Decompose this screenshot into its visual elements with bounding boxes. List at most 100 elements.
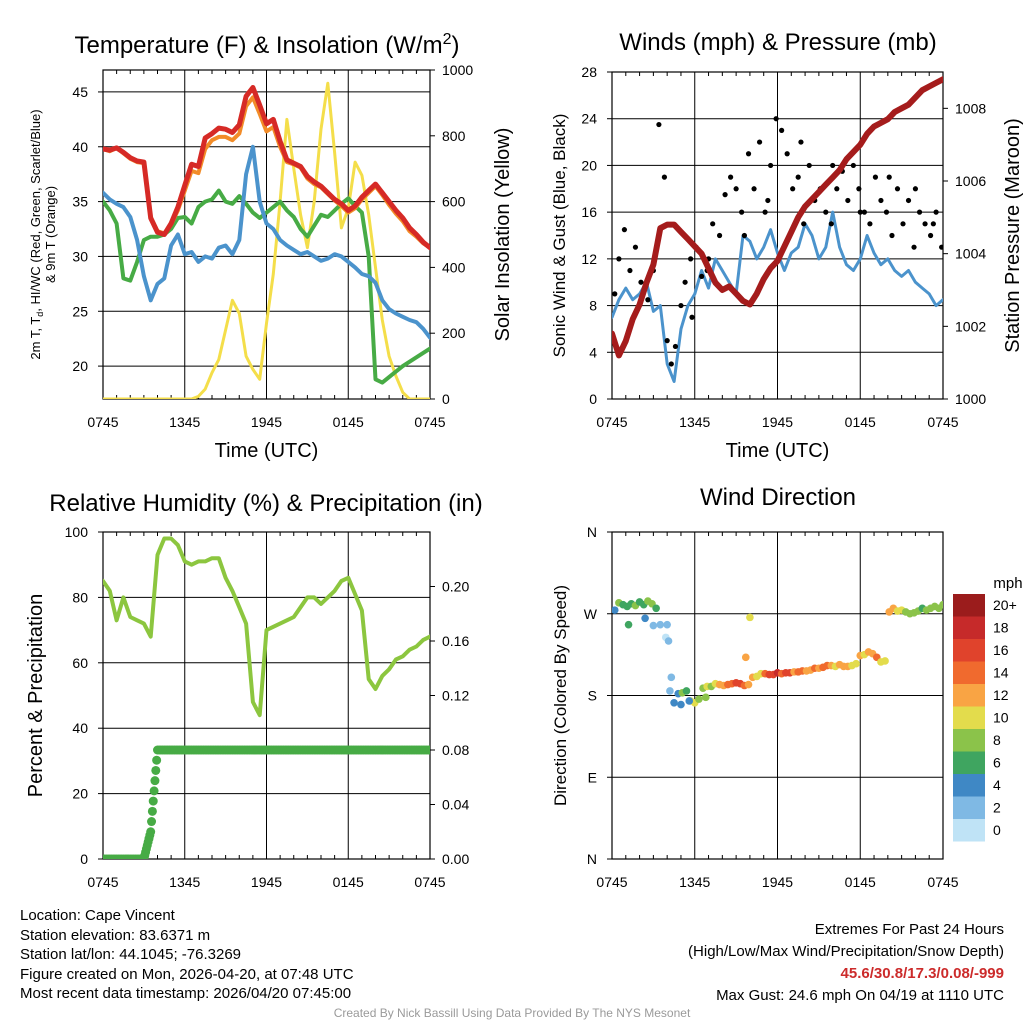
gust-point	[784, 151, 790, 157]
direction-point	[612, 606, 619, 614]
winds-xtick-label: 0145	[845, 414, 876, 430]
humidity-xtick-label: 1945	[251, 874, 282, 890]
gust-point	[773, 116, 779, 122]
precipitation-point	[146, 827, 156, 837]
gust-point	[911, 244, 917, 250]
gust-point	[830, 162, 836, 169]
temperature-y2label: Solar Insolation (Yellow)	[492, 128, 514, 342]
humidity-xtick-label: 0745	[414, 874, 445, 890]
gust-point	[798, 139, 804, 145]
gust-point	[756, 139, 763, 145]
direction-xtick-label: 1945	[762, 874, 793, 890]
winds-y2tick-label: 1008	[955, 100, 986, 116]
colorbar-label: 2	[993, 800, 1001, 816]
winds-frame	[611, 71, 944, 400]
temperature-y2tick-label: 200	[442, 325, 466, 341]
humidity-y2tick-label: 0.12	[442, 688, 469, 704]
humidity-minor-ticks	[116, 532, 417, 859]
humidity-title: Relative Humidity (%) & Precipitation (i…	[49, 490, 482, 517]
temperature-chart: 0745 1345 1945 0145 0745 20 25 30 35 40 45 0 200 400 6…	[28, 31, 514, 462]
gust-point	[845, 197, 851, 204]
temperature-frame	[102, 69, 431, 400]
station-info: Location: Cape Vincent Station elevation…	[20, 906, 354, 1004]
direction-ylabel: Direction (Colored By Speed)	[551, 585, 570, 806]
direction-point	[881, 657, 889, 665]
gust-point	[801, 221, 807, 227]
humidity-y2tick-label: 0.00	[442, 851, 469, 867]
colorbar-swatch	[953, 774, 985, 797]
extremes-values: 45.6/30.8/17.3/0.08/-999	[840, 965, 1004, 982]
direction-title: Wind Direction	[700, 484, 856, 511]
direction-point	[682, 687, 691, 695]
gust-point	[768, 162, 774, 169]
colorbar-label: 12	[993, 687, 1009, 703]
direction-point	[852, 659, 860, 668]
winds-chart: 0745 1345 1945 0145 0745 0 4 8 12 16 20 24 28 1000 100…	[550, 29, 1024, 462]
direction-point	[741, 653, 750, 662]
winds-ytick-label: 16	[581, 204, 597, 220]
humidity-ytick-label: 0	[80, 851, 88, 867]
temperature-y2tick-label: 0	[442, 391, 450, 407]
colorbar-label: 4	[993, 777, 1001, 793]
gust-point	[834, 186, 840, 192]
gust-point	[661, 174, 668, 180]
gust-point	[739, 209, 745, 215]
2m-td-line	[103, 188, 430, 385]
gust-point	[883, 209, 890, 215]
direction-ytick-label: W	[584, 606, 598, 622]
gust-point	[722, 192, 728, 198]
gust-point	[795, 174, 801, 180]
speed-colorbar: mph 20+ 18 16 14 12 10 8 6 4 2 0	[953, 575, 1023, 842]
gust-point	[823, 209, 829, 215]
gust-point	[894, 186, 901, 192]
extremes-title: Extremes For Past 24 Hours	[814, 921, 1004, 938]
elevation-text: Station elevation: 83.6371 m	[20, 926, 211, 944]
temperature-y2tick-label: 800	[442, 128, 466, 144]
gust-point	[861, 209, 867, 215]
direction-point	[641, 614, 649, 623]
direction-point	[746, 613, 754, 622]
colorbar-swatch	[953, 661, 985, 684]
direction-point	[663, 620, 671, 629]
credit-text: Created By Nick Bassill Using Data Provi…	[333, 1006, 691, 1020]
winds-title: Winds (mph) & Pressure (mb)	[619, 29, 936, 56]
direction-point	[664, 637, 673, 645]
temperature-xlabel: Time (UTC)	[215, 440, 319, 462]
location-text: Location: Cape Vincent	[20, 907, 175, 924]
humidity-frame	[102, 531, 431, 860]
temperature-ytick-label: 30	[72, 248, 88, 264]
temperature-hgrid	[103, 91, 430, 367]
colorbar-swatch	[953, 594, 985, 617]
direction-ytick-label: S	[588, 688, 597, 704]
direction-points	[612, 597, 943, 709]
winds-ytick-label: 8	[589, 298, 597, 314]
extremes-info: Extremes For Past 24 Hours (High/Low/Max…	[688, 919, 1004, 1007]
temperature-ytick-label: 25	[72, 303, 88, 319]
gust-point	[930, 221, 936, 227]
humidity-ytick-label: 20	[72, 786, 88, 802]
direction-point	[939, 600, 943, 609]
gust-point	[699, 273, 705, 279]
colorbar-swatch	[953, 706, 985, 729]
gust-point	[733, 186, 739, 192]
direction-point	[667, 673, 676, 682]
direction-point	[677, 700, 685, 709]
precipitation-point	[147, 806, 157, 816]
direction-point	[701, 693, 710, 702]
colorbar-swatch	[953, 751, 985, 774]
winds-ytick-label: 20	[581, 157, 597, 173]
humidity-line	[103, 536, 430, 718]
temperature-ytick-label: 35	[72, 194, 88, 210]
created-text: Figure created on Mon, 2026-04-20, at 07…	[20, 965, 354, 983]
precipitation-point	[151, 765, 161, 775]
temperature-ylabel-line2: & 9m T (Orange)	[43, 186, 58, 283]
humidity-ylabel: Percent & Precipitation	[25, 594, 47, 797]
humidity-ytick-label: 40	[72, 720, 88, 736]
gust-point	[927, 232, 934, 239]
direction-xtick-label: 0145	[845, 874, 876, 890]
direction-point	[670, 698, 678, 707]
direction-xtick-label: 0745	[927, 874, 958, 890]
gust-point	[688, 256, 694, 262]
gust-point	[645, 297, 651, 303]
gust-point	[806, 162, 812, 169]
